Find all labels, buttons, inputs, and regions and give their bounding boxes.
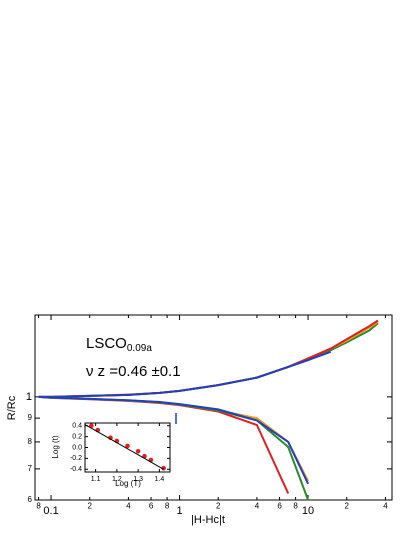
data-line [38, 395, 310, 485]
y-tick-label: -0.2 [70, 455, 82, 462]
x-tick-label: 8 [293, 502, 298, 511]
y-tick-label: -0.4 [70, 466, 82, 473]
x-tick-label: 8 [36, 502, 41, 511]
x-tick-label: 1.4 [155, 476, 165, 483]
y-tick-label: 9 [28, 413, 33, 422]
x-tick-label: 1.2 [112, 476, 122, 483]
x-axis-label: |H-Hc|t [191, 514, 225, 526]
x-tick-label: 4 [383, 502, 388, 511]
x-tick-label: 1 [176, 505, 182, 517]
x-tick-label: 0.1 [43, 505, 58, 517]
x-tick-label: 2 [216, 502, 221, 511]
x-tick-label: 6 [149, 502, 154, 511]
plot-frame [34, 314, 393, 501]
data-point [135, 449, 141, 454]
x-tick-label: 4 [255, 502, 260, 511]
x-tick-label: 2 [345, 502, 350, 511]
y-tick-label: 0.2 [72, 433, 82, 440]
x-tick-label: 1.3 [133, 476, 143, 483]
data-point [161, 465, 166, 471]
x-tick-label: 8 [165, 502, 170, 511]
data-line [84, 424, 164, 470]
x-tick-label: 6 [277, 502, 282, 511]
y-axis-label: R/Rc [6, 395, 18, 420]
inset-x-label: Log (T) [115, 479, 141, 488]
data-point [125, 443, 130, 449]
y-tick-label: 0.4 [72, 423, 82, 430]
x-tick-label: 4 [126, 502, 131, 511]
y-tick-label: 1 [26, 391, 32, 403]
x-tick-label: 2 [88, 502, 93, 511]
annotation: ν z =0.46 ±0.1 [86, 363, 181, 380]
inset-y-label: Log (t) [51, 435, 60, 458]
y-tick-label: 0.0 [72, 444, 82, 451]
y-tick-label: 8 [28, 437, 33, 446]
x-tick-label: 1.1 [91, 476, 101, 483]
data-point [89, 423, 94, 429]
annotation: LSCO0.09a [86, 335, 152, 354]
y-tick-label: 7 [28, 464, 33, 473]
x-tick-label: 10 [302, 505, 314, 517]
data-line [38, 319, 379, 398]
data-line [38, 350, 332, 398]
y-tick-label: 6 [28, 495, 33, 504]
